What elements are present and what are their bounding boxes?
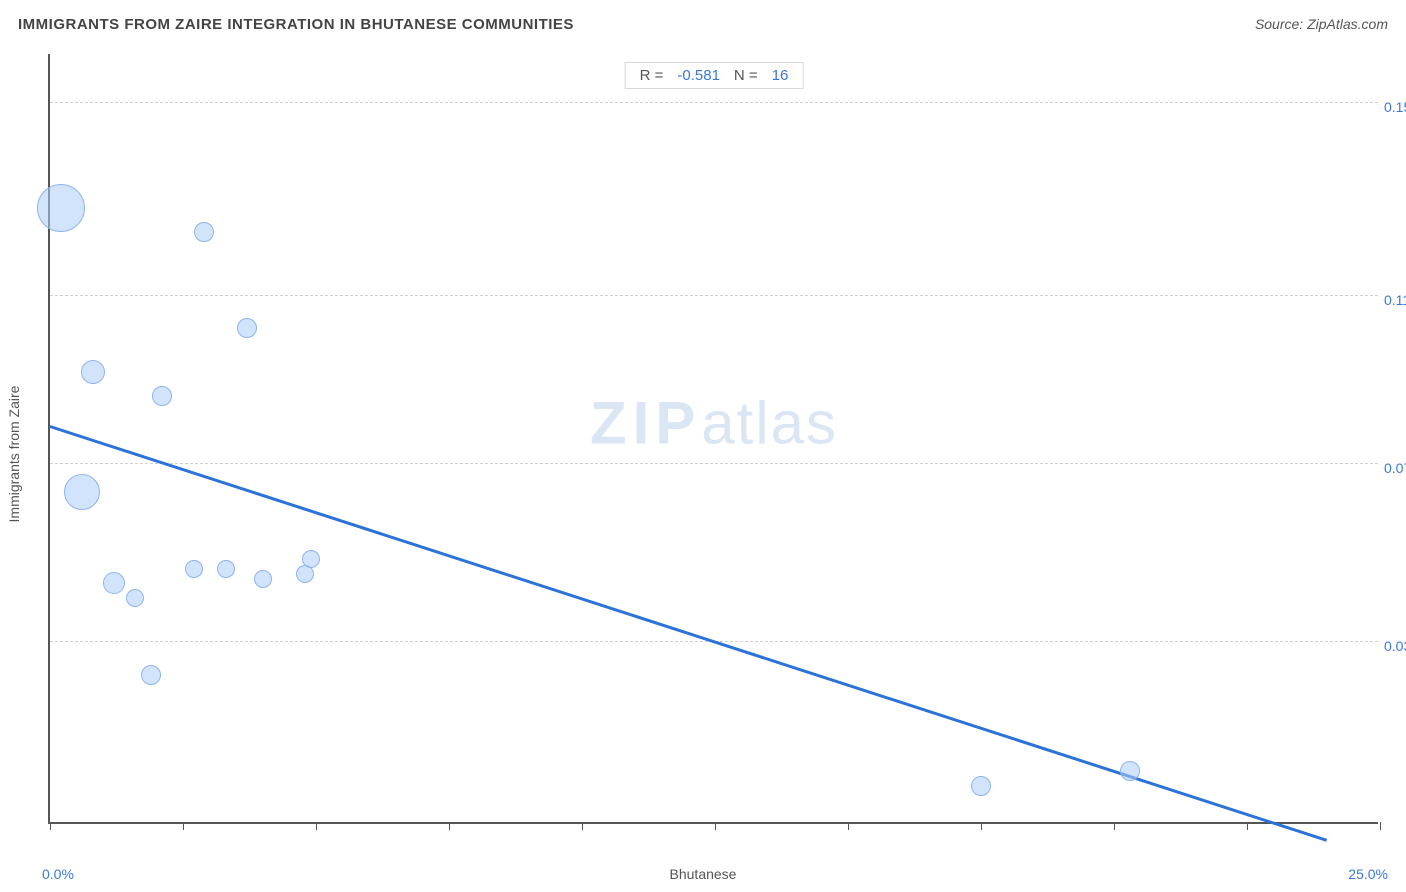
x-tick [848, 822, 849, 830]
x-axis-label: Bhutanese [670, 866, 737, 882]
x-tick [981, 822, 982, 830]
x-tick [1247, 822, 1248, 830]
y-tick-label: 0.11% [1384, 292, 1406, 308]
r-label: R = [640, 67, 664, 84]
source-name: ZipAtlas.com [1307, 16, 1388, 32]
data-point [217, 560, 235, 578]
y-tick-label: 0.15% [1384, 99, 1406, 115]
y-axis-label: Immigrants from Zaire [6, 386, 22, 523]
data-point [141, 665, 161, 685]
x-tick [449, 822, 450, 830]
watermark-atlas: atlas [701, 389, 838, 456]
gridline [50, 102, 1378, 103]
data-point [971, 776, 991, 796]
data-point [185, 560, 203, 578]
gridline [50, 463, 1378, 464]
data-point [194, 222, 214, 242]
chart-title: IMMIGRANTS FROM ZAIRE INTEGRATION IN BHU… [18, 16, 574, 33]
x-axis-max: 25.0% [1348, 866, 1388, 882]
x-tick [715, 822, 716, 830]
data-point [81, 360, 105, 384]
data-point [237, 318, 257, 338]
x-tick [183, 822, 184, 830]
data-point [152, 386, 172, 406]
x-tick [316, 822, 317, 830]
data-point [302, 550, 320, 568]
plot-area: ZIPatlas R = -0.581 N = 16 0.038%0.075%0… [48, 54, 1378, 824]
stats-box: R = -0.581 N = 16 [625, 62, 804, 89]
gridline [50, 295, 1378, 296]
watermark: ZIPatlas [590, 388, 838, 457]
x-tick [582, 822, 583, 830]
n-value: 16 [772, 67, 789, 84]
x-tick [1380, 822, 1381, 830]
source-label: Source: ZipAtlas.com [1255, 16, 1388, 32]
data-point [103, 572, 125, 594]
data-point [126, 589, 144, 607]
data-point [1120, 761, 1140, 781]
watermark-zip: ZIP [590, 389, 701, 456]
data-point [254, 570, 272, 588]
data-point [64, 474, 100, 510]
x-axis-min: 0.0% [42, 866, 74, 882]
y-tick-label: 0.075% [1384, 460, 1406, 476]
r-value: -0.581 [677, 67, 720, 84]
x-tick [1114, 822, 1115, 830]
n-label: N = [734, 67, 758, 84]
x-tick [50, 822, 51, 830]
y-tick-label: 0.038% [1384, 638, 1406, 654]
data-point [37, 184, 85, 232]
source-prefix: Source: [1255, 16, 1307, 32]
